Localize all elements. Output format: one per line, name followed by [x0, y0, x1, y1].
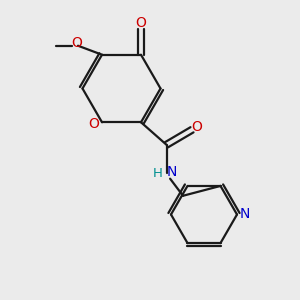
Text: H: H — [153, 167, 162, 180]
Text: O: O — [191, 120, 202, 134]
Text: O: O — [88, 117, 99, 131]
Text: O: O — [136, 16, 146, 30]
Text: N: N — [167, 165, 177, 179]
Text: O: O — [71, 36, 82, 50]
Text: N: N — [239, 208, 250, 221]
